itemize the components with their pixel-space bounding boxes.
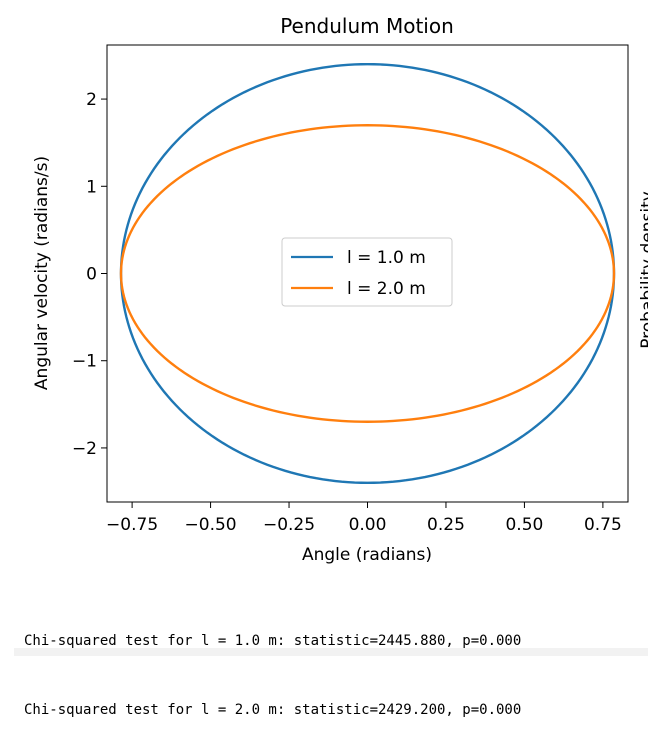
y-tick-label: −1 bbox=[72, 352, 97, 372]
x-tick-label: −0.75 bbox=[106, 515, 158, 535]
x-axis-label: Angle (radians) bbox=[302, 545, 432, 565]
chart-title: Pendulum Motion bbox=[280, 14, 454, 38]
y-axis-label: Angular velocity (radians/s) bbox=[32, 156, 52, 390]
output-line: Chi-squared test for l = 1.0 m: statisti… bbox=[24, 633, 522, 649]
y-tick-label: 1 bbox=[86, 177, 97, 197]
x-tick-label: −0.25 bbox=[263, 515, 315, 535]
x-tick-label: 0.25 bbox=[427, 515, 465, 535]
next-cell-edge bbox=[14, 648, 648, 656]
legend-label-l2: l = 2.0 m bbox=[347, 279, 426, 299]
output-line: Chi-squared test for l = 2.0 m: statisti… bbox=[24, 702, 522, 718]
x-tick-label: 0.50 bbox=[505, 515, 543, 535]
legend: l = 1.0 m l = 2.0 m bbox=[281, 237, 453, 307]
pendulum-phase-plot: Pendulum Motion −0.75 −0.50 −0.25 0.00 0.25 0… bbox=[32, 14, 648, 565]
x-axis-ticks: −0.75 −0.50 −0.25 0.00 0.25 0.50 0.75 bbox=[106, 502, 622, 535]
neighbor-axis-label: Probability density bbox=[638, 191, 648, 349]
y-tick-label: 2 bbox=[86, 90, 97, 110]
y-tick-label: −2 bbox=[72, 439, 97, 459]
y-tick-label: 0 bbox=[86, 265, 97, 285]
x-tick-label: −0.50 bbox=[185, 515, 237, 535]
cell-output: Chi-squared test for l = 1.0 m: statisti… bbox=[24, 584, 521, 745]
x-tick-label: 0.00 bbox=[349, 515, 387, 535]
plot-area bbox=[119, 62, 616, 485]
series-line-2 bbox=[119, 124, 616, 423]
y-axis-ticks: −2 −1 0 1 2 bbox=[72, 90, 107, 459]
x-tick-label: 0.75 bbox=[584, 515, 622, 535]
legend-label-l1: l = 1.0 m bbox=[347, 248, 426, 268]
